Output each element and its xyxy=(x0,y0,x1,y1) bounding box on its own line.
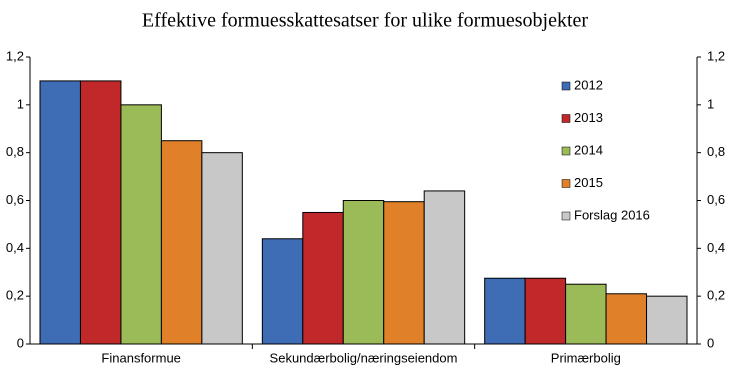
y-tick-label: 1 xyxy=(17,96,24,111)
x-tick-label: Sekundærbolig/næringseiendom xyxy=(270,350,458,365)
legend-label: 2013 xyxy=(574,110,603,125)
bar xyxy=(383,201,425,345)
bar xyxy=(120,104,162,345)
legend-swatch xyxy=(561,146,571,156)
bar xyxy=(646,295,688,345)
legend-swatch xyxy=(561,211,571,221)
y2-tick-label: 0 xyxy=(707,335,714,350)
bar xyxy=(565,283,607,345)
bar xyxy=(423,190,466,345)
legend-label: 2014 xyxy=(574,142,603,157)
y-tick-label: 1,2 xyxy=(6,48,24,63)
bar xyxy=(39,80,81,345)
bar xyxy=(160,140,203,345)
y-tick-label: 0,4 xyxy=(6,240,24,255)
y2-tick-label: 0,8 xyxy=(707,144,725,159)
y-tick-label: 0,6 xyxy=(6,192,24,207)
bar xyxy=(605,293,648,345)
legend-label: 2012 xyxy=(574,77,603,92)
chart-title: Effektive formuesskattesatser for ulike … xyxy=(142,10,588,32)
y-tick-label: 0,8 xyxy=(6,144,24,159)
bar xyxy=(342,200,385,345)
y2-tick-label: 0,6 xyxy=(707,192,725,207)
bar xyxy=(484,277,526,345)
legend-swatch xyxy=(561,81,571,91)
legend-swatch xyxy=(561,179,571,188)
y2-tick-label: 1,2 xyxy=(707,48,725,63)
x-tick-label: Primærbolig xyxy=(551,350,621,365)
y2-tick-label: 0,2 xyxy=(707,288,725,303)
legend-label: 2015 xyxy=(574,175,603,190)
bar xyxy=(524,277,567,345)
y2-tick-label: 1 xyxy=(707,96,714,111)
x-tick-label: Finansformue xyxy=(101,350,180,365)
legend-swatch xyxy=(561,114,571,123)
bar xyxy=(302,211,344,345)
y-tick-label: 0 xyxy=(17,335,24,350)
y2-tick-label: 0,4 xyxy=(707,240,725,255)
y-tick-label: 0,2 xyxy=(6,288,24,303)
bar xyxy=(79,80,122,345)
bar xyxy=(201,152,243,345)
legend-label: Forslag 2016 xyxy=(574,207,650,222)
bar xyxy=(261,238,304,345)
